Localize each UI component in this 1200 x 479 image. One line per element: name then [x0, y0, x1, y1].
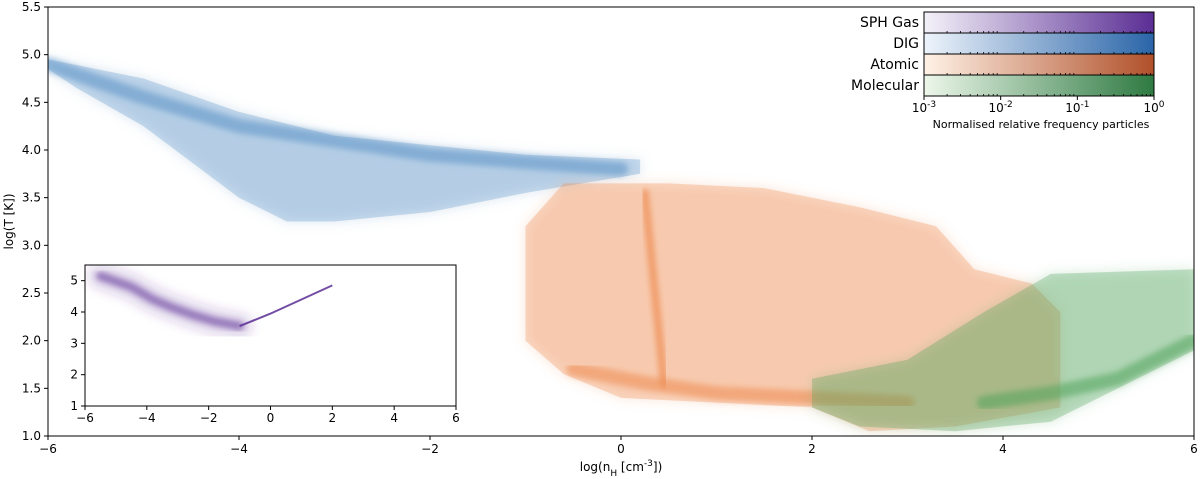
x-tick-label: −2 — [421, 442, 439, 456]
inset-y-tick-label: 4 — [70, 305, 78, 319]
legend-colorbars: SPH Gas DIG Atomic Molecular 10-3 10-2 10-1 100… — [851, 11, 1165, 131]
colorbar-caption: Normalised relative frequency particles — [933, 118, 1150, 131]
colorbar-dig — [924, 33, 1154, 54]
inset-x-tick-label: 2 — [329, 411, 337, 425]
x-tick-label: 6 — [1190, 442, 1198, 456]
x-tick-label: 0 — [617, 442, 625, 456]
inset-x-tick-label: −4 — [138, 411, 156, 425]
x-tick-label: 4 — [999, 442, 1007, 456]
inset-x-axis: −6 −4 −2 0 2 4 6 — [76, 406, 460, 425]
inset-x-tick-label: 0 — [267, 411, 275, 425]
colorbar-sph-gas — [924, 12, 1154, 33]
molecular-dense-ridge — [976, 333, 1194, 410]
y-tick-label: 2.5 — [22, 286, 41, 300]
y-tick-label: 5.5 — [22, 0, 41, 14]
y-tick-label: 4.5 — [22, 95, 41, 109]
y-tick-label: 1.5 — [22, 381, 41, 395]
sph-gas-line — [239, 284, 333, 328]
colorbar-molecular — [924, 75, 1154, 96]
y-tick-label: 4.0 — [22, 143, 41, 157]
y-tick-label: 1.0 — [22, 429, 41, 443]
inset-x-tick-label: −2 — [200, 411, 218, 425]
molecular-region-body — [812, 269, 1194, 432]
x-tick-label: −4 — [230, 442, 248, 456]
inset-y-tick-label: 2 — [70, 368, 78, 382]
molecular-region — [812, 269, 1194, 432]
y-tick-label: 5.0 — [22, 48, 41, 62]
inset-y-tick-label: 3 — [70, 336, 78, 350]
inset-y-axis: 1 2 3 4 5 — [70, 274, 85, 413]
legend-label-atomic: Atomic — [870, 57, 919, 73]
colorbar-tick-label: 10-1 — [1065, 100, 1089, 115]
inset-x-tick-label: −6 — [76, 411, 94, 425]
x-tick-label: 2 — [808, 442, 816, 456]
legend-label-dig: DIG — [893, 36, 919, 52]
legend-label-molecular: Molecular — [851, 78, 919, 94]
main-x-axis: −6 −4 −2 0 2 4 6 — [39, 436, 1198, 456]
colorbar-atomic — [924, 54, 1154, 75]
y-tick-label: 2.0 — [22, 334, 41, 348]
inset-plot-area — [87, 265, 333, 340]
colorbar-tick-label: 100 — [1143, 100, 1164, 115]
main-y-axis: 1.0 1.5 2.0 2.5 3.0 3.5 4.0 4.5 5.0 5.5 — [22, 0, 48, 443]
x-tick-label: −6 — [39, 442, 57, 456]
inset-y-tick-label: 5 — [70, 274, 78, 288]
inset-y-tick-label: 1 — [70, 399, 78, 413]
y-tick-label: 3.5 — [22, 191, 41, 205]
sph-gas-cloud-core — [96, 271, 245, 331]
colorbar-tick-label: 10-2 — [989, 100, 1013, 115]
main-y-axis-label: log(T [K]) — [2, 193, 16, 249]
main-plot-area — [48, 57, 1194, 432]
inset-x-tick-label: 6 — [452, 411, 460, 425]
colorbar-frame — [923, 11, 1155, 97]
y-tick-label: 3.0 — [22, 238, 41, 252]
atomic-vertical-feature — [640, 188, 668, 388]
molecular-region-halo — [812, 269, 1194, 432]
legend-label-sph-gas: SPH Gas — [860, 15, 919, 31]
dig-region — [48, 57, 641, 222]
inset-x-tick-label: 4 — [390, 411, 398, 425]
main-x-axis-label: log(nH [cm-3]) — [580, 459, 663, 479]
dig-dense-ridge — [48, 57, 628, 177]
colorbar-tick-label: 10-3 — [912, 100, 936, 115]
